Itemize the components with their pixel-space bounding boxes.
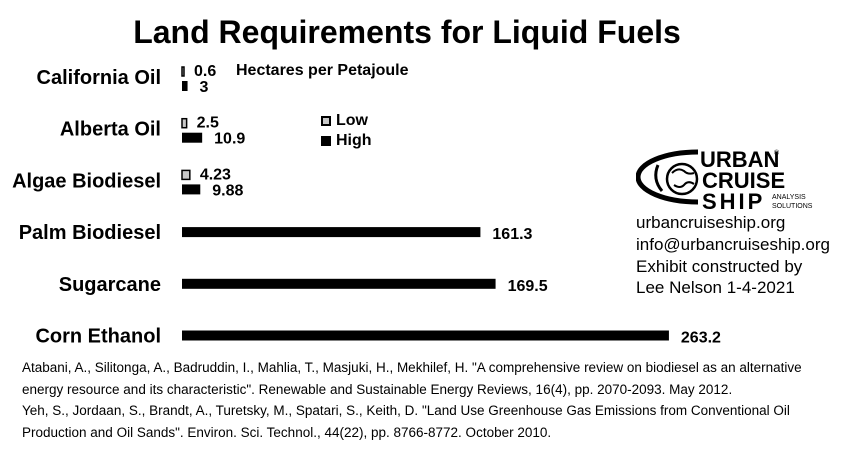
logo-tail: [654, 164, 664, 192]
bar-chart: California Oil 0.63 Alberta Oil 2.510.9 Alga…: [12, 63, 721, 348]
legend-swatch-low: [321, 116, 331, 126]
bar-high-palm-biodiesel: [182, 227, 481, 238]
category-label-algae-biodiesel: Algae Biodiesel: [12, 170, 161, 192]
value-label-high-algae-biodiesel: 9.88: [212, 182, 243, 199]
contact-website: urbancruiseship.org: [636, 213, 786, 232]
bar-low-california-oil: [181, 66, 185, 77]
reference-2: Yeh, S., Jordaan, S., Brandt, A., Turets…: [22, 403, 790, 440]
value-label-high-alberta-oil: 10.9: [214, 131, 245, 148]
legend-item-high: High: [321, 132, 372, 150]
category-label-alberta-oil: Alberta Oil: [60, 119, 161, 141]
value-label-low-alberta-oil: 2.5: [197, 115, 219, 132]
value-label-high-palm-biodiesel: 161.3: [492, 226, 532, 243]
value-label-high-california-oil: 3: [200, 79, 209, 96]
credit-line-2: Lee Nelson 1-4-2021: [636, 278, 795, 297]
category-label-california-oil: California Oil: [37, 67, 161, 89]
legend-label-low: Low: [336, 112, 368, 129]
logo-text-ship: SHIP: [702, 189, 765, 213]
logo-text-cruise: CRUISE: [702, 168, 785, 193]
bar-high-algae-biodiesel: [182, 184, 201, 195]
credit-line-1: Exhibit constructed by: [636, 257, 803, 276]
reference-1: Atabani, A., Silitonga, A., Badruddin, I…: [22, 360, 802, 397]
value-label-high-sugarcane: 169.5: [508, 278, 548, 295]
chart-title: Land Requirements for Liquid Fuels: [133, 14, 681, 50]
bar-low-algae-biodiesel: [181, 169, 191, 181]
globe-continents: [671, 168, 695, 188]
logo-tagline-analysis: ANALYSIS: [772, 194, 806, 201]
urban-cruise-ship-logo: URBAN CRUISE SHIP ® ANALYSIS SOLUTIONS: [636, 147, 818, 213]
logo-registered-mark: ®: [774, 149, 780, 157]
references: Atabani, A., Silitonga, A., Badruddin, I…: [22, 357, 842, 443]
value-label-low-algae-biodiesel: 4.23: [200, 166, 231, 183]
bar-low-alberta-oil: [181, 117, 188, 129]
globe-icon: [665, 162, 699, 196]
logo-mask: [698, 149, 818, 207]
category-label-palm-biodiesel: Palm Biodiesel: [19, 222, 161, 244]
logo-text-urban: URBAN: [700, 147, 779, 172]
bar-high-california-oil: [182, 81, 188, 91]
bar-high-corn-ethanol: [182, 330, 669, 341]
value-label-low-california-oil: 0.6: [194, 63, 216, 80]
bar-high-alberta-oil: [182, 132, 203, 143]
category-label-corn-ethanol: Corn Ethanol: [35, 326, 161, 348]
logo-tagline-solutions: SOLUTIONS: [772, 203, 813, 210]
legend-label-high: High: [336, 132, 372, 149]
legend-item-low: Low: [321, 112, 368, 130]
category-label-sugarcane: Sugarcane: [59, 274, 161, 296]
legend-swatch-high: [321, 136, 331, 146]
value-label-high-corn-ethanol: 263.2: [681, 330, 721, 347]
units-label: Hectares per Petajoule: [236, 62, 409, 79]
bar-high-sugarcane: [182, 278, 496, 289]
contact-email: info@urbancruiseship.org: [636, 235, 830, 254]
